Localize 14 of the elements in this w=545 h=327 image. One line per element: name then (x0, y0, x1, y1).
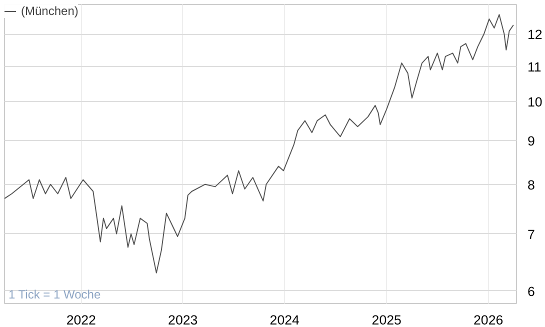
y-tick-label: 11 (528, 59, 542, 74)
y-tick-label: 6 (528, 284, 535, 299)
x-tick-label: 2023 (168, 312, 198, 327)
y-tick-label: 9 (528, 134, 535, 149)
y-tick-label: 8 (528, 177, 535, 192)
x-tick-label: 2025 (372, 312, 402, 327)
x-tick-label: 2026 (474, 312, 504, 327)
y-tick-label: 10 (528, 94, 542, 110)
legend-label: (München) (21, 4, 78, 18)
y-tick-label: 7 (528, 226, 535, 242)
x-tick-label: 2022 (66, 312, 96, 327)
y-tick-label: 12 (528, 27, 542, 42)
annotation: 1 Tick = 1 Woche (8, 288, 101, 302)
x-tick-label: 2024 (270, 312, 300, 327)
